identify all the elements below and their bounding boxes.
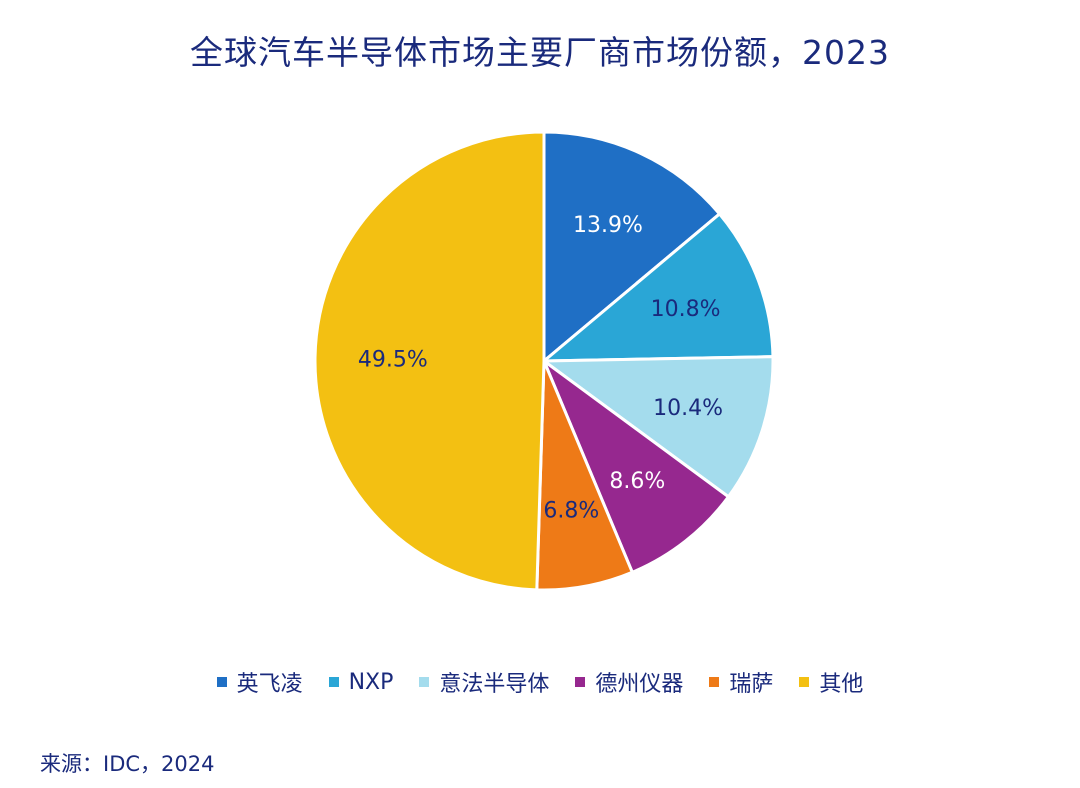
pie-slices xyxy=(313,130,775,592)
pie-slice-label-3: 8.6% xyxy=(609,469,665,494)
legend-swatch xyxy=(328,677,339,687)
pie-slice-2 xyxy=(542,355,775,499)
legend-item-0: 英飞凌 xyxy=(216,666,303,698)
legend-swatch xyxy=(419,677,430,687)
legend-label: 英飞凌 xyxy=(236,672,303,697)
legend-label: 意法半导体 xyxy=(439,672,550,697)
pie-slice-label-4: 6.8% xyxy=(543,499,599,524)
pie-labels: 13.9% 10.8% 10.4% 8.6% 6.8% 49.5% xyxy=(358,213,723,524)
pie-slice-5 xyxy=(313,130,546,592)
pie-slice-label-0: 13.9% xyxy=(573,213,643,238)
legend-label: 其他 xyxy=(819,672,864,697)
chart-title: 全球汽车半导体市场主要厂商市场份额，2023 xyxy=(190,33,890,72)
legend-item-2: 意法半导体 xyxy=(419,666,549,698)
pie-slice-label-2: 10.4% xyxy=(653,396,723,421)
legend-swatch xyxy=(709,677,720,687)
pie-slice-3 xyxy=(542,359,730,574)
legend-swatch xyxy=(799,677,810,687)
legend-item-1: NXP xyxy=(328,666,394,698)
legend: 英飞凌 NXP 意法半导体 德州仪器 瑞萨 其他 xyxy=(0,666,1080,698)
pie-slice-label-5: 49.5% xyxy=(358,348,428,373)
pie-chart: 13.9% 10.8% 10.4% 8.6% 6.8% 49.5% xyxy=(313,130,775,592)
legend-label: 德州仪器 xyxy=(595,672,684,697)
legend-item-3: 德州仪器 xyxy=(575,666,683,698)
source-note: 来源：IDC，2024 xyxy=(40,752,215,776)
legend-swatch xyxy=(575,677,586,687)
legend-label: 瑞萨 xyxy=(729,672,774,697)
pie-slice-0 xyxy=(542,130,722,363)
pie-slice-1 xyxy=(542,212,775,363)
legend-swatch xyxy=(216,677,227,687)
pie-slice-label-1: 10.8% xyxy=(651,297,721,322)
legend-item-5: 其他 xyxy=(799,666,863,698)
legend-label: NXP xyxy=(348,669,394,695)
legend-item-4: 瑞萨 xyxy=(709,666,773,698)
